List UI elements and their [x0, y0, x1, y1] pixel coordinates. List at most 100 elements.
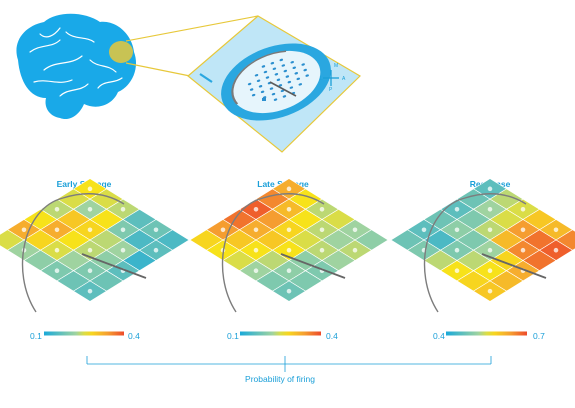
- colorbar-gradient: [240, 331, 321, 336]
- electrode-site-dot: [253, 268, 259, 273]
- electrode-shank: [280, 253, 346, 279]
- electrode-site-dot: [319, 227, 325, 233]
- brain-sulcus: [39, 27, 61, 38]
- electrode-dot: [254, 74, 259, 77]
- electrode-site-dot: [553, 247, 559, 253]
- electrode-dot: [279, 58, 284, 62]
- recording-chamber-illustration: M A LP: [187, 15, 361, 153]
- electrode-site-dot: [87, 207, 93, 212]
- compass-icon: M A LP: [320, 63, 346, 93]
- electrode-dot: [298, 83, 303, 86]
- electrode-site-dot: [454, 268, 460, 273]
- electrode-dot: [280, 89, 285, 93]
- electrode-dot: [269, 87, 274, 90]
- compass-letter: M: [334, 63, 338, 69]
- electrode-site-dot: [153, 227, 159, 233]
- electrode-site-dot: [487, 288, 493, 294]
- panel-early-storage: Early Storage 0.1 0.4: [0, 178, 190, 341]
- chamber-ring: [221, 43, 331, 121]
- electrode-site-dot: [319, 207, 325, 212]
- brain-icon: [16, 13, 137, 120]
- electrode-site-dot: [286, 186, 292, 192]
- electrode-dot: [301, 63, 305, 66]
- electrode-dot: [265, 76, 270, 79]
- electrode-dot: [263, 70, 268, 74]
- chamber-arc-top: [62, 193, 125, 205]
- electrode-site-dot: [487, 227, 493, 233]
- scale-max-label: 0.4: [128, 331, 140, 341]
- electrode-shank: [269, 81, 297, 97]
- scale-max-label: 0.7: [533, 331, 545, 341]
- chamber-arc-top: [262, 193, 325, 205]
- electrode-site-dot: [120, 247, 126, 253]
- electrode-site-dot: [487, 207, 493, 212]
- electrode-site-dot: [87, 268, 93, 273]
- heatmap-grid: [390, 178, 575, 313]
- electrode-site-dot: [520, 227, 526, 233]
- brain-sulcus: [43, 55, 83, 71]
- heatmap-grid: [189, 178, 389, 313]
- electrode-site-dot: [253, 247, 259, 253]
- electrode-site-dot: [87, 227, 93, 233]
- electrode-site-dot: [520, 207, 526, 212]
- panel-late-storage: Late Storage 0.1 0.4: [189, 178, 389, 341]
- electrode-site-dot: [286, 288, 292, 294]
- electrode-site-dot: [454, 247, 460, 253]
- electrode-dot: [278, 84, 283, 87]
- electrode-site-dot: [487, 247, 493, 253]
- panel-response: Response 0.4 0.7: [390, 178, 575, 341]
- electrode-dot: [262, 96, 267, 99]
- zoom-line-top: [125, 15, 259, 42]
- electrode-dot: [287, 80, 292, 84]
- scale-min-label: 0.1: [30, 331, 42, 341]
- electrode-site-dot: [120, 227, 126, 233]
- chamber-arc: [231, 50, 287, 105]
- colorbar-gradient: [44, 331, 124, 336]
- shared-axis-bracket: [86, 356, 492, 372]
- colorbar: [44, 331, 124, 336]
- electrode-shank: [481, 253, 547, 279]
- electrode-site-dot: [553, 227, 559, 233]
- compass-letter: L: [320, 76, 323, 82]
- electrode-site-dot: [286, 207, 292, 212]
- scale-min-label: 0.4: [433, 331, 445, 341]
- brain-sulcus: [29, 39, 61, 53]
- heatmap-grid: [0, 178, 190, 313]
- electrode-dot: [285, 75, 290, 78]
- electrode-site-dot: [87, 186, 93, 192]
- scale-min-label: 0.1: [227, 331, 239, 341]
- electrode-site-dot: [87, 288, 93, 294]
- electrode-dot: [258, 85, 263, 88]
- electrode-site-dot: [319, 247, 325, 253]
- electrode-site-dot: [520, 247, 526, 253]
- electrode-site-dot: [286, 247, 292, 253]
- colorbar: [446, 331, 527, 336]
- electrode-site-dot: [120, 207, 126, 212]
- brain-sulcus: [59, 83, 89, 97]
- chamber-arc: [423, 197, 466, 313]
- colorbar: [240, 331, 321, 336]
- scale-max-label: 0.4: [326, 331, 338, 341]
- electrode-dot: [305, 74, 309, 77]
- electrode-dot: [251, 93, 256, 97]
- electrode-site-dot: [54, 207, 60, 212]
- electrode-dot: [303, 68, 307, 72]
- zoom-line-bottom: [125, 62, 191, 77]
- electrode-dot: [276, 78, 281, 82]
- brain-sulcus: [89, 59, 117, 73]
- brain-illustration: [16, 13, 259, 120]
- electrode-dot: [256, 79, 261, 82]
- electrode-site-dot: [253, 207, 259, 212]
- compass-letter: A: [342, 76, 346, 82]
- electrode-site-dot: [487, 268, 493, 273]
- chamber-marker: [262, 98, 266, 101]
- electrode-site-dot: [487, 186, 493, 192]
- colorbar-gradient: [446, 331, 527, 336]
- electrode-dot: [289, 86, 294, 89]
- electrode-dot: [296, 77, 300, 81]
- shared-axis-title: Probability of firing: [245, 374, 315, 384]
- electrode-dot: [249, 88, 254, 91]
- electrode-dot: [282, 95, 287, 98]
- electrode-dot: [281, 64, 286, 67]
